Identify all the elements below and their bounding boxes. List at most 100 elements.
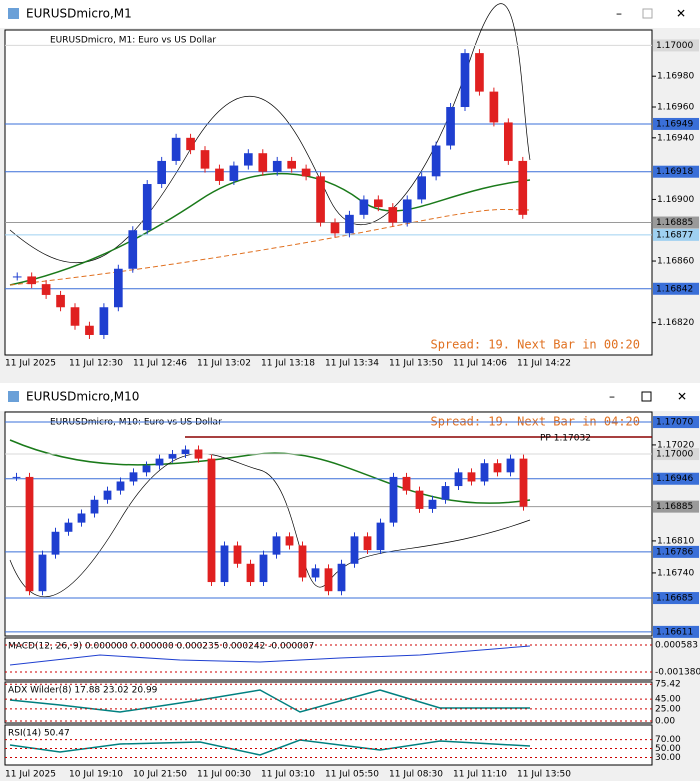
candle <box>12 476 21 478</box>
minimize-button[interactable]: – <box>616 7 622 21</box>
indicator-tick-label: -0.001380 <box>655 667 700 677</box>
close-button[interactable]: ✕ <box>676 7 686 21</box>
candle <box>519 458 528 507</box>
candle <box>233 545 242 564</box>
candle <box>460 53 470 108</box>
maximize-button[interactable] <box>642 8 653 19</box>
price-level-label: 1.16918 <box>656 167 693 177</box>
candle <box>229 165 239 181</box>
time-label: 11 Jul 13:50 <box>517 770 571 780</box>
candle <box>493 463 502 473</box>
indicator-label: ADX Wilder(8) 17.88 23.02 20.99 <box>8 686 158 696</box>
minimize-button[interactable]: – <box>609 390 615 404</box>
candle <box>489 91 499 123</box>
time-label: 11 Jul 05:50 <box>325 770 379 780</box>
candle <box>116 481 125 491</box>
time-label: 11 Jul 13:02 <box>197 359 251 369</box>
price-level-label: 1.16842 <box>656 284 693 294</box>
candle <box>157 160 166 185</box>
candle <box>402 199 412 223</box>
candle <box>417 176 426 200</box>
candle <box>504 122 513 161</box>
indicator-tick-label: 70.00 <box>655 735 681 745</box>
candle <box>374 199 383 208</box>
price-label: 1.16860 <box>657 257 694 267</box>
candle <box>363 536 372 551</box>
price-level-label: 1.17000 <box>656 450 693 460</box>
moving-average <box>9 173 531 286</box>
candle <box>428 499 437 509</box>
price-level-box <box>653 228 699 241</box>
adx-line <box>9 689 530 713</box>
candle <box>155 458 164 466</box>
macd-line <box>9 645 531 666</box>
indicator-tick-label: 25.00 <box>655 704 681 714</box>
time-label: 11 Jul 14:06 <box>453 359 507 369</box>
close-button[interactable]: ✕ <box>677 390 687 404</box>
price-level-box <box>653 282 699 295</box>
indicator-tick-label: 50.00 <box>655 744 681 754</box>
candle <box>337 563 346 592</box>
price-level-box <box>653 216 699 229</box>
spread-info: Spread: 19. Next Bar in 04:20 <box>430 415 640 429</box>
price-level-box <box>653 545 699 558</box>
time-label: 11 Jul 12:30 <box>69 359 123 369</box>
chart-symbol-label: EURUSDmicro, M1: Euro vs US Dollar <box>50 36 216 46</box>
candle <box>114 268 123 308</box>
rsi-line <box>9 739 531 756</box>
candle <box>181 449 190 455</box>
price-label: 1.16900 <box>657 195 694 205</box>
price-level-box <box>653 448 699 461</box>
price-label: 1.16940 <box>657 133 694 143</box>
time-label: 10 Jul 21:50 <box>133 770 187 780</box>
adx-panel <box>4 681 653 724</box>
price-level-box <box>653 592 699 605</box>
bollinger-lower <box>9 453 531 598</box>
candle <box>41 284 51 295</box>
price-level-label: 1.16949 <box>656 119 693 129</box>
candle <box>301 168 311 177</box>
time-label: 11 Jul 14:22 <box>517 359 571 369</box>
candle <box>51 531 60 555</box>
price-level-label: 1.17070 <box>656 418 693 428</box>
candle <box>330 222 340 234</box>
candle <box>258 153 268 172</box>
price-level-box <box>653 625 699 638</box>
candle <box>56 294 65 308</box>
time-label: 11 Jul 03:10 <box>261 770 315 780</box>
price-level-label: 1.16885 <box>656 502 693 512</box>
window-icon <box>8 8 19 19</box>
candle <box>25 476 34 592</box>
price-level-label: 1.16611 <box>656 627 693 637</box>
candle <box>220 545 229 583</box>
candle <box>298 545 307 578</box>
candle <box>316 176 325 223</box>
candle <box>272 160 282 172</box>
candle <box>359 199 369 215</box>
time-label: 10 Jul 19:10 <box>69 770 123 780</box>
candle <box>246 563 255 583</box>
indicator-tick-label: 0.000583 <box>655 641 698 651</box>
candle <box>345 214 354 234</box>
indicator-tick-label: 30.00 <box>655 753 681 763</box>
candle <box>12 276 22 278</box>
candle <box>129 472 138 482</box>
price-level-label: 1.16885 <box>656 218 693 228</box>
time-label: 11 Jul 13:18 <box>261 359 315 369</box>
time-label: 11 Jul 00:30 <box>197 770 251 780</box>
maximize-button[interactable] <box>641 391 652 402</box>
candle <box>431 145 441 177</box>
candle <box>64 522 73 532</box>
indicator-tick-label: 45.00 <box>655 695 681 705</box>
candle <box>207 458 216 583</box>
window-title: EURUSDmicro,M1 <box>26 7 132 21</box>
price-label: 1.16980 <box>657 72 694 82</box>
window-title: EURUSDmicro,M10 <box>26 390 139 404</box>
time-label: 11 Jul 13:50 <box>389 359 443 369</box>
price-label: 1.17020 <box>657 440 694 450</box>
time-label: 11 Jul 13:34 <box>325 359 379 369</box>
time-label: 11 Jul 08:30 <box>389 770 443 780</box>
candle <box>376 522 385 551</box>
price-label: 1.16820 <box>657 318 694 328</box>
